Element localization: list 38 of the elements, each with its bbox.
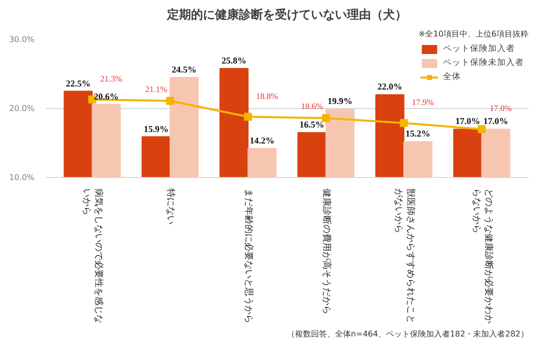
data-label: 20.6% <box>94 91 119 102</box>
data-label: 14.2% <box>250 136 274 146</box>
point <box>478 125 486 134</box>
text: ※全10項目中、上位6項目抜粋 <box>418 30 529 38</box>
point <box>400 118 408 127</box>
x-tick-label: 病気をしないので必要性を感じないから <box>81 188 104 324</box>
data-label: 16.5% <box>300 120 324 130</box>
x-tick-label: 獣医師さんからすすめられたことがないから <box>392 188 416 324</box>
data-label: 17.0% <box>490 103 512 114</box>
y-tick-label: 20.0% <box>9 104 35 113</box>
data-label: 24.5% <box>172 64 197 74</box>
point <box>322 114 330 122</box>
data-label: 18.6% <box>300 101 323 112</box>
data-label: 17.0% <box>483 116 508 126</box>
legend-label: ペット保険加入者 <box>443 43 515 55</box>
y-tick-label: 10.0% <box>9 173 35 182</box>
x-tick-label: どのような健康診断が必要かわからないから <box>470 188 494 324</box>
point <box>244 112 252 121</box>
x-tick-label: 健康診断の費用が高そうだから <box>320 188 332 314</box>
y-tick-label: 30.0% <box>9 35 35 44</box>
data-label: 22.5% <box>66 78 91 88</box>
legend-label: 全体 <box>443 71 462 83</box>
data-label: 19.9% <box>328 96 352 106</box>
legend-label: ペット保険未加入者 <box>443 57 524 69</box>
text: （複数回答、全体n=464、ペット保険加入者182・未加入者282） <box>286 330 529 338</box>
data-label: 15.9% <box>144 124 168 134</box>
data-label: 21.3% <box>100 74 122 84</box>
data-label: 22.0% <box>377 82 402 92</box>
point <box>166 96 174 105</box>
data-label: 15.2% <box>406 128 430 139</box>
data-label: 21.1% <box>145 84 168 94</box>
x-tick-label: 特にない <box>165 188 176 224</box>
x-tick-label: まだ年齢的に必要ないと思うから <box>243 188 254 324</box>
data-label: 17.9% <box>412 96 434 107</box>
data-label: 25.8% <box>222 55 246 66</box>
data-label: 17.0% <box>455 116 480 126</box>
chart-title: 定期的に健康診断を受けていない理由（犬） <box>166 8 407 22</box>
data-label: 18.8% <box>256 90 278 101</box>
